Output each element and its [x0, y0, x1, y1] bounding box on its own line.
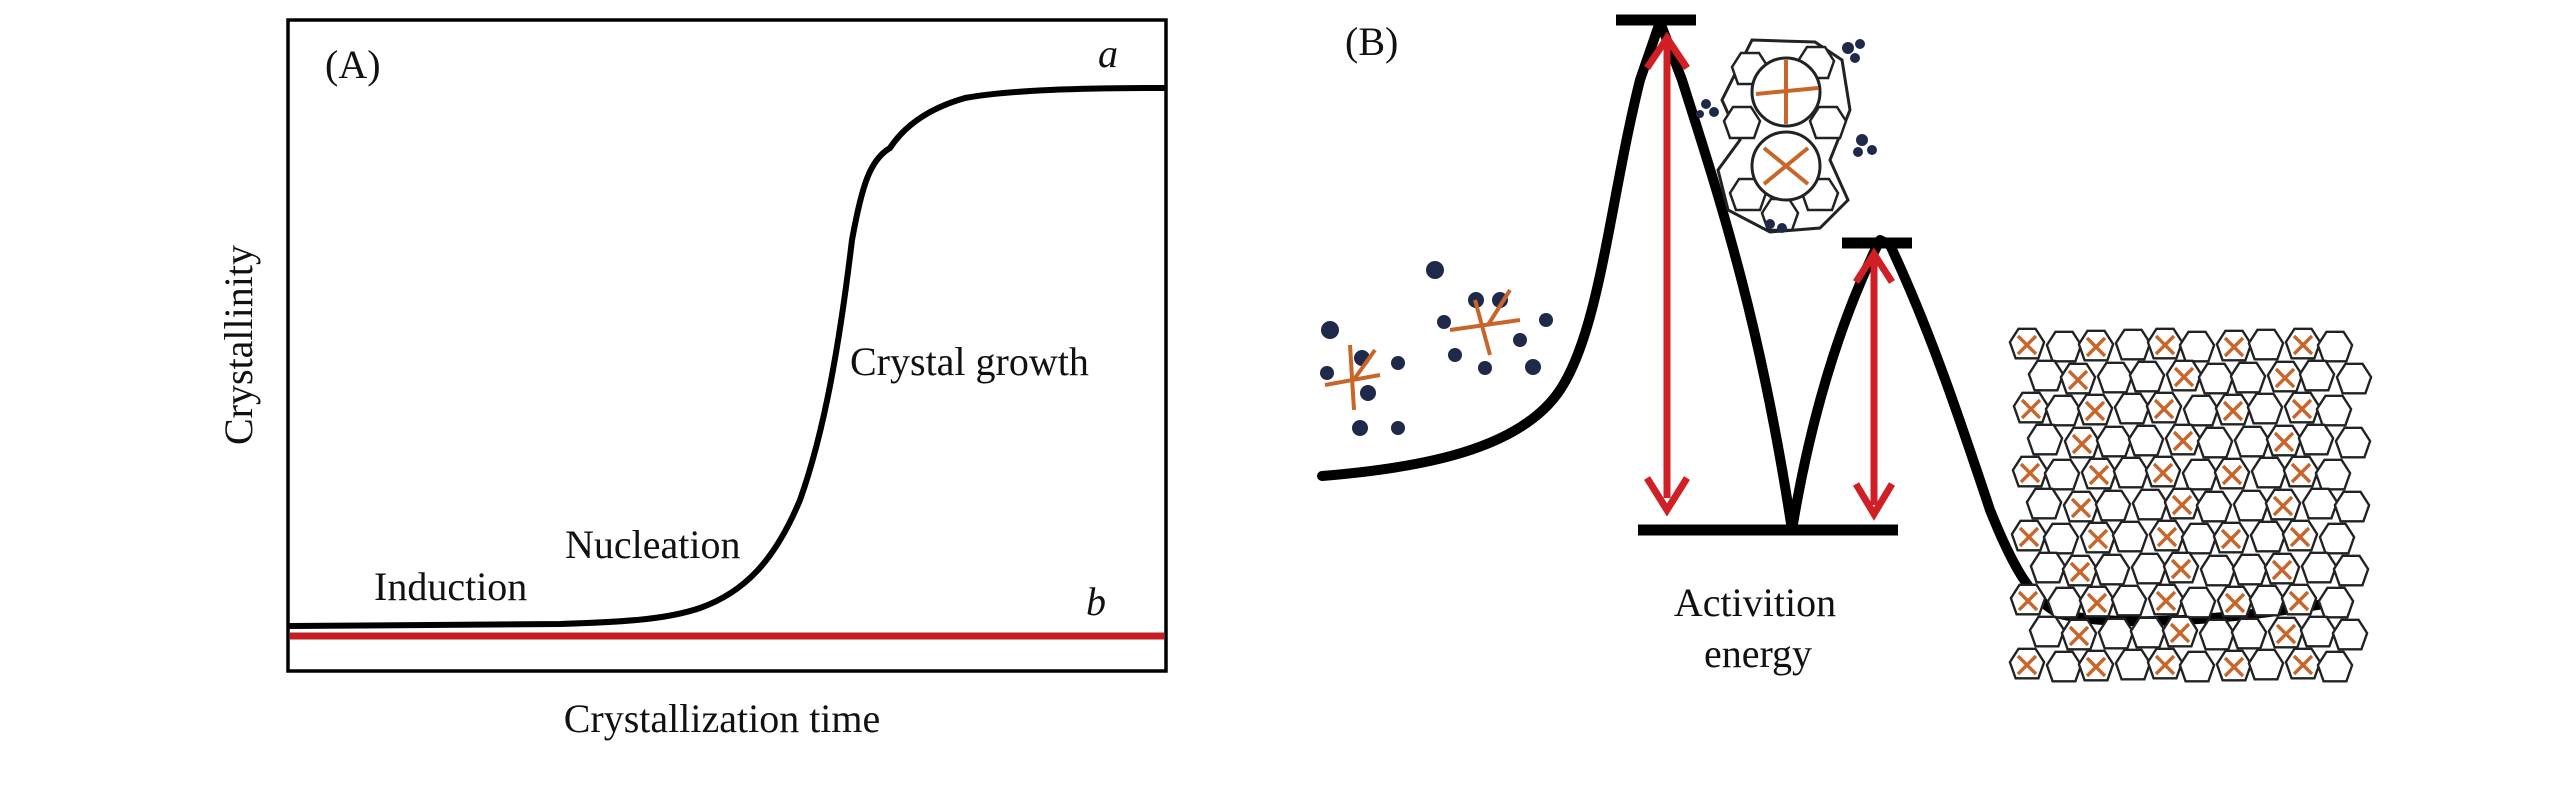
lattice-cell [2297, 423, 2335, 456]
lattice-cell [2316, 650, 2354, 683]
lattice-cell [2318, 522, 2356, 555]
lattice-cell [2333, 490, 2371, 523]
lattice-cell [2301, 487, 2339, 520]
lattice-cell [2025, 487, 2063, 520]
lattice-cell [2045, 330, 2083, 363]
lattice-cell [2045, 650, 2083, 683]
panel-a-plot-frame [286, 18, 1168, 673]
nucleus-cluster [1696, 38, 1877, 234]
lattice-cell [2199, 554, 2237, 587]
lattice-cell [2093, 553, 2131, 586]
precursor-nuclei-marks [1324, 288, 1521, 411]
lattice-cell [2229, 361, 2267, 394]
lattice-cell [2230, 617, 2268, 650]
panel-b: (B) Activition energy [1317, 14, 2373, 683]
curve-b-label: b [1086, 579, 1106, 624]
lattice-cell [2246, 392, 2284, 425]
lattice-cell [2180, 522, 2218, 555]
lattice-cell [2300, 551, 2338, 584]
x-axis-label: Crystallization time [564, 696, 881, 741]
lattice-cell [2043, 458, 2081, 491]
activation-arrow-2 [1852, 247, 1896, 521]
lattice-cell [2335, 362, 2373, 395]
lattice-cell [2110, 584, 2148, 617]
lattice-cell [2131, 488, 2169, 521]
lattice-cell [2232, 489, 2270, 522]
lattice-cell [2127, 424, 2165, 457]
curve-a-label: a [1098, 31, 1118, 76]
lattice-cell [2197, 362, 2235, 395]
crystal-lattice [2008, 327, 2373, 683]
lattice-cell [2231, 553, 2269, 586]
lattice-cell [2315, 394, 2353, 427]
lattice-cell [2114, 648, 2152, 681]
lattice-cell [2233, 425, 2271, 458]
lattice-cell [2130, 552, 2168, 585]
stage-nucleation-label: Nucleation [565, 522, 741, 567]
lattice-cell [2178, 650, 2216, 683]
lattice-cell [2028, 615, 2066, 648]
panel-b-label: (B) [1345, 19, 1398, 64]
stage-induction-label: Induction [374, 564, 527, 609]
lattice-cell [2095, 425, 2133, 458]
lattice-cell [2178, 330, 2216, 363]
lattice-cell [2248, 584, 2286, 617]
lattice-cell [2042, 522, 2080, 555]
lattice-cell [2317, 586, 2355, 619]
lattice-cell [2316, 330, 2354, 363]
lattice-cell [2129, 616, 2167, 649]
activation-arrow-1 [1644, 31, 1690, 517]
lattice-cell [2182, 394, 2220, 427]
stage-growth-label: Crystal growth [850, 339, 1089, 384]
lattice-cell [2029, 551, 2067, 584]
lattice-cell [2111, 520, 2149, 553]
lattice-cell [2097, 617, 2135, 650]
activation-energy-label-line2: energy [1704, 631, 1812, 676]
lattice-cell [2332, 554, 2370, 587]
lattice-cell [2179, 586, 2217, 619]
lattice-cell [2113, 392, 2151, 425]
lattice-cell [2196, 426, 2234, 459]
lattice-cell [2298, 359, 2336, 392]
lattice-cell [2112, 456, 2150, 489]
curve-a [287, 85, 1167, 629]
lattice-cell [2314, 458, 2352, 491]
lattice-cell [2046, 586, 2084, 619]
lattice-cell [2027, 359, 2065, 392]
lattice-cell [2334, 426, 2372, 459]
lattice-cell [2195, 490, 2233, 523]
lattice-cell [2247, 648, 2285, 681]
lattice-cell [2249, 520, 2287, 553]
lattice-cell [2096, 361, 2134, 394]
lattice-cell [2026, 423, 2064, 456]
panel-a: (A) Crystallinity Crystallization time I… [216, 18, 1168, 741]
panel-a-label: (A) [325, 42, 381, 87]
lattice-cell [2331, 618, 2369, 651]
lattice-cell [2299, 615, 2337, 648]
y-axis-label: Crystallinity [216, 245, 261, 445]
activation-energy-label-line1: Activition [1674, 580, 1836, 625]
lattice-cell [2094, 489, 2132, 522]
lattice-cell [2128, 360, 2166, 393]
lattice-cell [2250, 456, 2288, 489]
lattice-cell [2044, 394, 2082, 427]
lattice-cell [2181, 458, 2219, 491]
lattice-cell [2198, 618, 2236, 651]
lattice-cell [2247, 328, 2285, 361]
lattice-cell [2114, 328, 2152, 361]
